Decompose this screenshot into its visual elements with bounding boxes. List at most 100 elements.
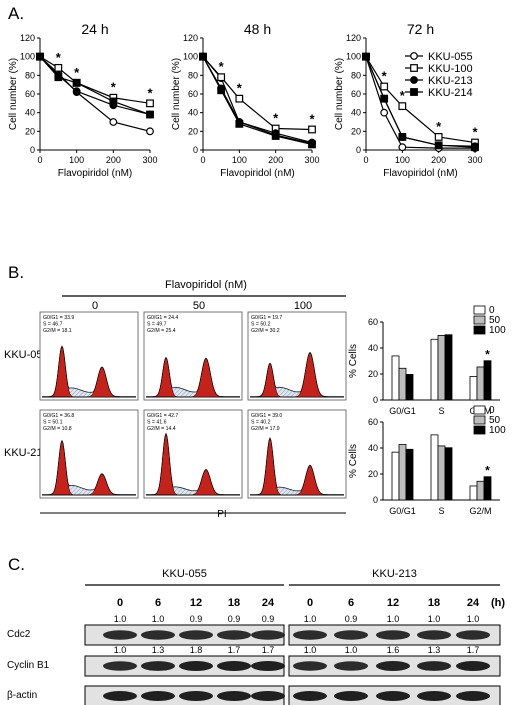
cell-line-label: KKU-055 xyxy=(4,349,49,361)
protein-band xyxy=(141,630,175,640)
x-tick-label: 100 xyxy=(395,155,410,165)
data-point xyxy=(308,125,316,134)
significance-star: * xyxy=(485,464,490,478)
data-point xyxy=(146,127,154,136)
legend-swatch xyxy=(473,305,486,315)
protein-band xyxy=(217,691,251,701)
densitometry-value: 1.6 xyxy=(387,645,400,655)
histogram-stat: G0/G1 = 42.7 xyxy=(147,413,178,419)
x-tick-label: 300 xyxy=(142,155,157,165)
bar xyxy=(469,376,478,401)
legend-label: 50 xyxy=(489,415,501,426)
data-point xyxy=(380,94,389,103)
x-axis-label: Flavopiridol (nM) xyxy=(58,168,132,179)
protein-band xyxy=(334,661,368,671)
y-tick-label: 0 xyxy=(30,145,35,155)
group-label: KKU-213 xyxy=(372,568,417,580)
densitometry-value: 0.9 xyxy=(262,614,275,624)
densitometry-value: 1.0 xyxy=(152,614,165,624)
significance-star: * xyxy=(74,65,80,80)
histogram-panel: G0/G1 = 42.7S = 41.6G2/M = 14.4 xyxy=(143,409,243,499)
y-tick-label: 120 xyxy=(183,33,198,43)
bar xyxy=(444,447,453,501)
y-axis-label: Cell number (%) xyxy=(8,58,19,130)
y-tick-label: 100 xyxy=(183,52,198,62)
legend-swatch xyxy=(473,415,486,425)
legend-label: 0 xyxy=(489,405,495,416)
protein-band xyxy=(251,630,285,640)
densitometry-value: 1.0 xyxy=(387,614,400,624)
x-tick-label: 300 xyxy=(304,155,319,165)
bar xyxy=(483,476,492,501)
data-point xyxy=(146,99,154,108)
data-point xyxy=(308,140,316,149)
group-label: KKU-055 xyxy=(162,568,207,580)
y-tick-label: 20 xyxy=(25,126,35,136)
data-point xyxy=(217,73,226,82)
x-tick-label: 0 xyxy=(363,155,368,165)
bar xyxy=(398,367,407,401)
data-point xyxy=(146,110,154,119)
protein-band xyxy=(334,691,368,701)
line-chart-3: 72 h 0 20 40 60 80 100 120 0 100 200 300 Flavopirido… xyxy=(334,21,483,179)
significance-star: * xyxy=(111,80,117,95)
y-tick-label: 20 xyxy=(188,126,198,136)
y-tick-label: 100 xyxy=(346,52,361,62)
data-point xyxy=(235,119,244,128)
category-label: G0/G1 xyxy=(389,406,416,416)
protein-band xyxy=(103,691,137,701)
significance-star: * xyxy=(219,59,225,74)
densitometry-value: 0.9 xyxy=(190,614,203,624)
data-point xyxy=(235,94,244,103)
densitometry-value: 1.0 xyxy=(428,614,441,624)
densitometry-value: 1.7 xyxy=(467,645,480,655)
protein-band xyxy=(217,630,251,640)
category-label: G2/M xyxy=(469,506,491,516)
blot-row-label: Cdc2 xyxy=(7,629,31,640)
protein-band xyxy=(293,691,327,701)
line-chart-1: 24 h 0 20 40 60 80 100 120 0 100 200 300 Flavopirido… xyxy=(8,21,158,179)
x-tick-label: 300 xyxy=(467,155,482,165)
histogram-stat: G2/M = 25.4 xyxy=(147,328,176,334)
legend-label: KKU-214 xyxy=(428,87,473,99)
x-tick-label: 200 xyxy=(431,155,446,165)
x-tick-label: 0 xyxy=(200,155,205,165)
protein-band xyxy=(103,630,137,640)
category-label: S xyxy=(438,406,444,416)
x-tick-label: 200 xyxy=(106,155,121,165)
timepoint-label: 6 xyxy=(155,597,161,609)
histogram-stat: G0/G1 = 39.0 xyxy=(251,413,282,419)
x-axis-label: Flavopiridol (nM) xyxy=(220,168,294,179)
timepoint-label: 24 xyxy=(467,597,480,609)
protein-band xyxy=(376,691,410,701)
protein-band xyxy=(417,661,451,671)
panel-label-a: A. xyxy=(8,4,25,23)
histogram-stat: G2/M = 17.9 xyxy=(251,426,280,432)
histogram-panel: G0/G1 = 33.9S = 46.7G2/M = 18.1 xyxy=(39,311,139,401)
bar xyxy=(469,485,478,501)
protein-band xyxy=(179,691,213,701)
legend-swatch xyxy=(473,425,486,435)
protein-band xyxy=(456,691,490,701)
densitometry-value: 1.3 xyxy=(152,645,165,655)
protein-band xyxy=(456,661,490,671)
timepoint-label: 12 xyxy=(387,597,399,609)
data-point xyxy=(398,102,407,111)
y-axis-label: Cell number (%) xyxy=(334,58,345,130)
bar xyxy=(430,434,439,501)
legend-marker xyxy=(410,52,418,60)
data-point xyxy=(217,86,226,95)
histogram-envelope xyxy=(250,437,344,495)
significance-star: * xyxy=(273,111,279,126)
histogram-stat: G0/G1 = 24.4 xyxy=(147,315,178,321)
pi-label: PI xyxy=(217,509,226,520)
densitometry-value: 1.7 xyxy=(262,645,275,655)
y-tick-label: 100 xyxy=(20,52,35,62)
densitometry-value: 1.0 xyxy=(345,645,358,655)
category-label: G0/G1 xyxy=(389,506,416,516)
protein-band xyxy=(141,661,175,671)
densitometry-value: 0.9 xyxy=(228,614,241,624)
bar xyxy=(391,355,400,401)
data-point xyxy=(72,87,81,96)
